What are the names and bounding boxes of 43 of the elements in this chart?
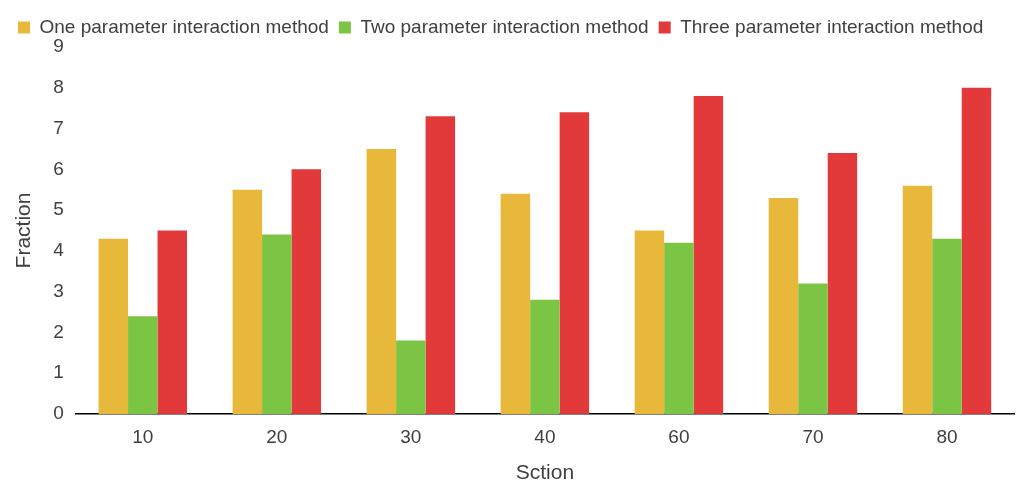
- bar: [932, 238, 962, 414]
- y-tick-label: 0: [53, 402, 64, 424]
- legend-label: Two parameter interaction method: [360, 15, 649, 37]
- bar: [768, 197, 799, 414]
- y-tick-label: 9: [53, 35, 64, 57]
- bar: [128, 316, 158, 414]
- x-tick-label: 80: [936, 425, 958, 447]
- bar: [693, 95, 724, 414]
- y-tick-label: 2: [53, 320, 64, 342]
- bar: [98, 238, 129, 414]
- bar: [396, 340, 426, 414]
- bar: [559, 112, 590, 414]
- x-tick-label: 30: [400, 425, 422, 447]
- y-tick-label: 4: [53, 239, 65, 261]
- x-tick-label: 60: [668, 425, 690, 447]
- x-tick-label: 40: [534, 425, 556, 447]
- bar: [827, 153, 858, 414]
- bar: [500, 193, 531, 414]
- y-tick-label: 7: [53, 116, 64, 138]
- y-tick-label: 8: [53, 76, 64, 98]
- legend-label: One parameter interaction method: [39, 15, 329, 37]
- bar: [291, 169, 322, 414]
- bar: [634, 230, 665, 414]
- y-axis-title: Fraction: [11, 192, 35, 269]
- bar: [798, 283, 828, 414]
- bar: [530, 299, 560, 414]
- bar: [902, 185, 933, 414]
- y-tick-label: 5: [53, 198, 64, 220]
- y-tick-label: 3: [53, 279, 64, 301]
- x-tick-label: 70: [802, 425, 824, 447]
- y-tick-label: 1: [53, 361, 64, 383]
- bar: [664, 242, 694, 414]
- y-tick-label: 6: [53, 157, 64, 179]
- legend-label: Three parameter interaction method: [680, 15, 984, 37]
- x-tick-label: 10: [132, 425, 154, 447]
- bar: [961, 87, 992, 414]
- bar: [366, 148, 397, 414]
- bar: [262, 234, 292, 414]
- x-tick-label: 20: [266, 425, 288, 447]
- bar: [425, 116, 456, 414]
- bar: [232, 189, 263, 414]
- bar: [157, 230, 188, 414]
- x-axis-title: Sction: [515, 460, 575, 484]
